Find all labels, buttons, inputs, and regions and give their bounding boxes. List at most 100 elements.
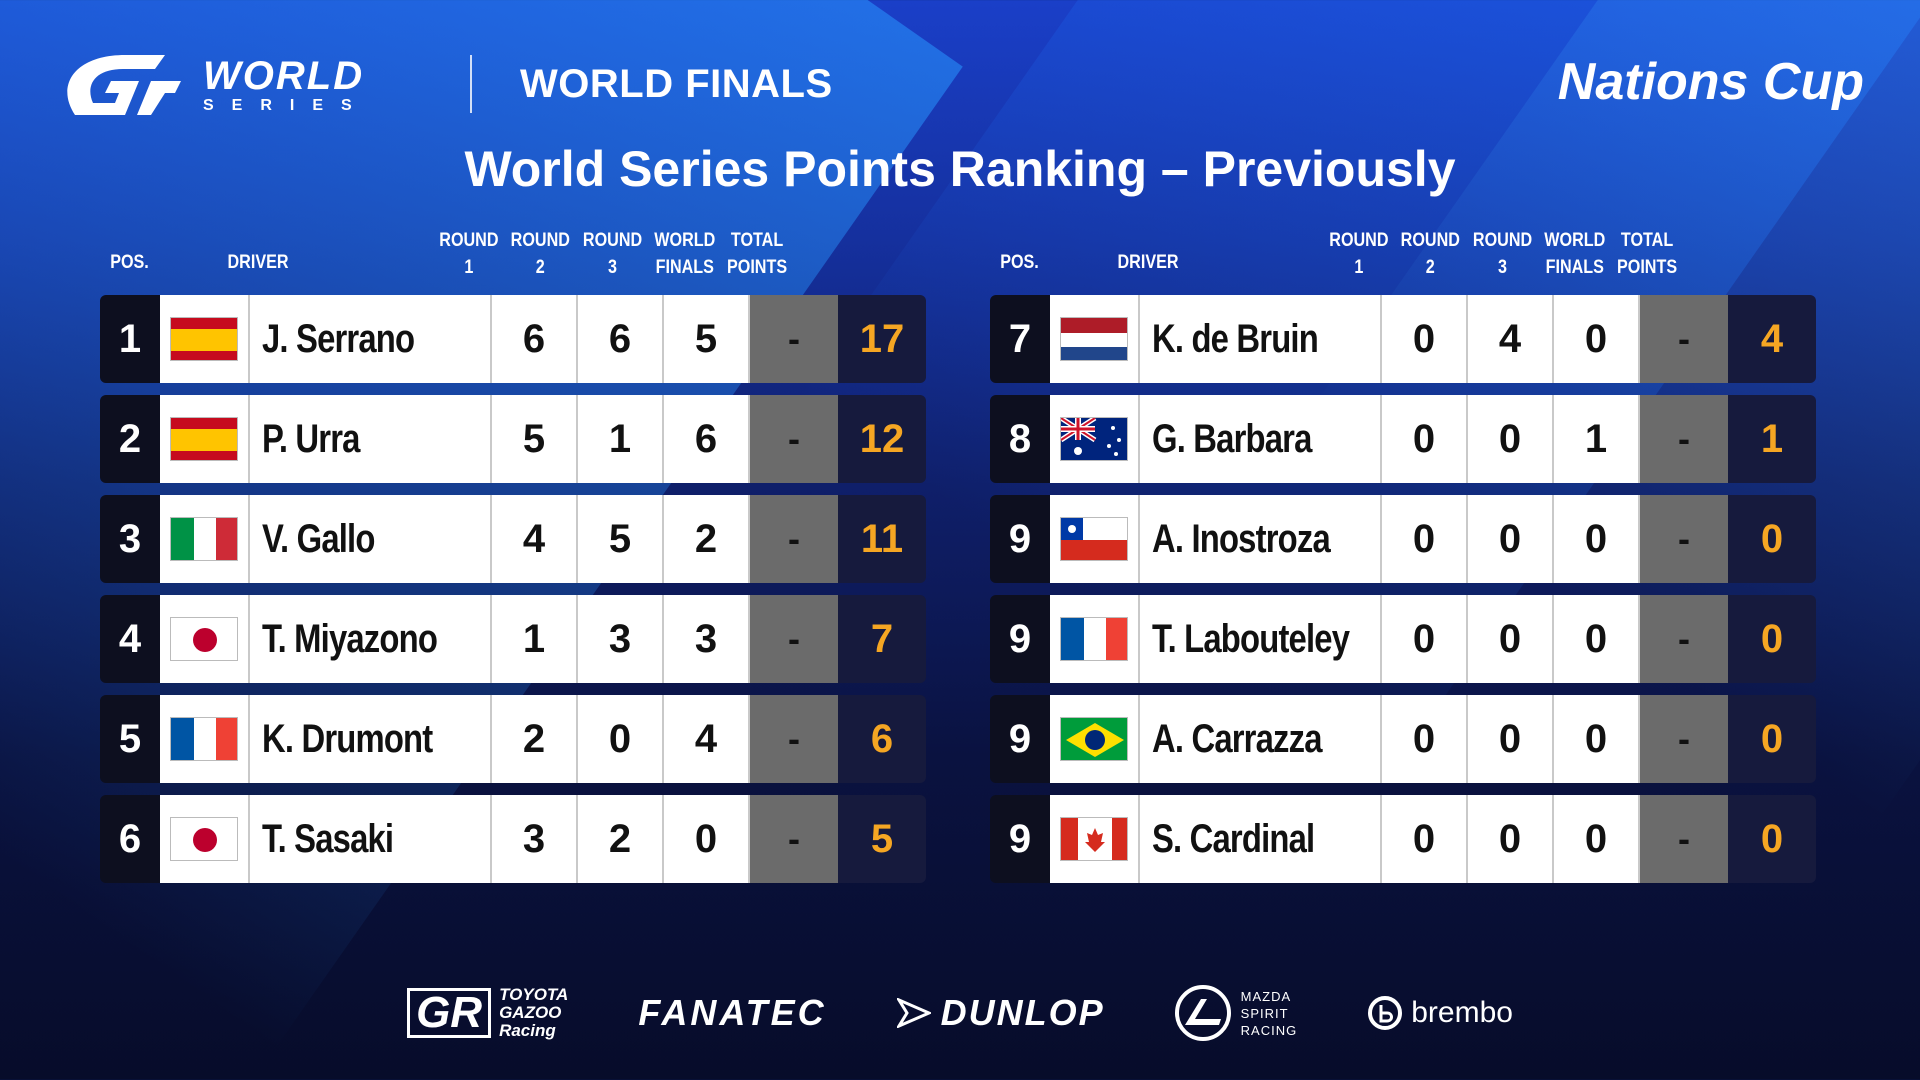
gt-world-series-logo: WORLD SERIES (55, 45, 370, 125)
header-driver: DRIVER (1117, 252, 1179, 273)
total-points: 12 (838, 395, 926, 483)
japan-flag-icon (170, 817, 238, 861)
round3-points: 0 (1554, 295, 1640, 383)
round1-points: 4 (492, 495, 578, 583)
driver-name: T. Labouteley (1152, 616, 1350, 661)
header-round3: ROUND 3 (1472, 230, 1533, 278)
driver-name: P. Urra (262, 416, 360, 461)
position-cell: 5 (100, 695, 160, 783)
world-finals-points: - (750, 395, 838, 483)
table-body: 1 J. Serrano 6 6 5-17 2 P. Urra 5 1 6-12 3 V. Gallo… (100, 295, 930, 883)
position-cell: 9 (990, 595, 1050, 683)
driver-name-cell: S. Cardinal (1140, 795, 1382, 883)
round1-points: 5 (492, 395, 578, 483)
standings-table-left: POS. DRIVER ROUND 1 ROUND 2 ROUND 3 WORLD FI… (100, 225, 930, 895)
round3-points: 0 (1554, 495, 1640, 583)
driver-name-cell: T. Miyazono (250, 595, 492, 683)
position-cell: 8 (990, 395, 1050, 483)
round3-points: 1 (1554, 395, 1640, 483)
table-row: 9 S. Cardinal 0 0 0-0 (990, 795, 1820, 883)
spain-flag-icon (170, 417, 238, 461)
sponsor-bar: GR TOYOTA GAZOO Racing FANATEC DUNLOP MA… (0, 985, 1920, 1041)
total-points: 0 (1728, 695, 1816, 783)
round2-points: 0 (578, 695, 664, 783)
flag-cell (160, 695, 250, 783)
total-points: 5 (838, 795, 926, 883)
position-cell: 9 (990, 795, 1050, 883)
australia-flag-icon (1060, 417, 1128, 461)
logo-world-text: WORLD (203, 54, 365, 98)
header-round3: ROUND 3 (582, 230, 643, 278)
driver-name: A. Inostroza (1152, 516, 1331, 561)
position-cell: 2 (100, 395, 160, 483)
position-cell: 3 (100, 495, 160, 583)
flag-cell (1050, 795, 1140, 883)
gr-mark: GR (407, 988, 492, 1038)
round1-points: 3 (492, 795, 578, 883)
round3-points: 6 (664, 395, 750, 483)
round2-points: 4 (1468, 295, 1554, 383)
fanatec-logo: FANATEC (638, 992, 827, 1033)
world-finals-points: - (750, 695, 838, 783)
table-row: 1 J. Serrano 6 6 5-17 (100, 295, 930, 383)
brembo-emblem-icon (1368, 996, 1403, 1030)
round2-points: 0 (1468, 695, 1554, 783)
driver-name-cell: P. Urra (250, 395, 492, 483)
world-finals-points: - (1640, 395, 1728, 483)
table-row: 5 K. Drumont 2 0 4-6 (100, 695, 930, 783)
italy-flag-icon (170, 517, 238, 561)
spain-flag-icon (170, 317, 238, 361)
round1-points: 2 (492, 695, 578, 783)
driver-name: S. Cardinal (1152, 816, 1315, 861)
world-finals-points: - (1640, 795, 1728, 883)
header-pos: POS. (1000, 252, 1039, 273)
flag-cell (1050, 395, 1140, 483)
event-title: WORLD FINALS (520, 62, 833, 106)
france-flag-icon (1060, 617, 1128, 661)
table-row: 6 T. Sasaki 3 2 0-5 (100, 795, 930, 883)
position-cell: 6 (100, 795, 160, 883)
racing-text: Racing (499, 1021, 556, 1040)
total-points: 7 (838, 595, 926, 683)
flag-cell (1050, 295, 1140, 383)
world-finals-points: - (750, 595, 838, 683)
table-header: POS. DRIVER ROUND 1 ROUND 2 ROUND 3 WORLD FI… (100, 225, 806, 295)
driver-name: V. Gallo (262, 516, 375, 561)
header-total-points: TOTAL POINTS (726, 230, 788, 278)
world-finals-points: - (1640, 595, 1728, 683)
flag-cell (160, 795, 250, 883)
driver-name: A. Carrazza (1152, 716, 1322, 761)
standings-table-right: POS. DRIVER ROUND 1 ROUND 2 ROUND 3 WORLD FI… (990, 225, 1820, 895)
racing-text: RACING (1240, 1022, 1298, 1038)
total-points: 0 (1728, 595, 1816, 683)
round1-points: 0 (1382, 395, 1468, 483)
driver-name-cell: J. Serrano (250, 295, 492, 383)
canada-flag-icon (1060, 817, 1128, 861)
round2-points: 0 (1468, 595, 1554, 683)
dunlop-text: DUNLOP (940, 992, 1105, 1033)
table-row: 8 G. Barbara 0 0 1-1 (990, 395, 1820, 483)
chile-flag-icon (1060, 517, 1128, 561)
mazda-spirit-racing-logo: MAZDA SPIRIT RACING (1174, 985, 1298, 1041)
flag-cell (1050, 695, 1140, 783)
round2-points: 1 (578, 395, 664, 483)
header-round2: ROUND 2 (1400, 230, 1460, 278)
flag-cell (1050, 495, 1140, 583)
header-round1: ROUND 1 (1329, 230, 1389, 278)
round1-points: 0 (1382, 295, 1468, 383)
dunlop-logo: DUNLOP (896, 992, 1105, 1034)
france-flag-icon (170, 717, 238, 761)
driver-name-cell: T. Sasaki (250, 795, 492, 883)
mazda-text: MAZDA (1240, 988, 1292, 1004)
total-points: 0 (1728, 495, 1816, 583)
gt-logo-icon (67, 55, 181, 115)
flag-cell (1050, 595, 1140, 683)
table-row: 9 T. Labouteley 0 0 0-0 (990, 595, 1820, 683)
header-world-finals: WORLD FINALS (1544, 230, 1606, 278)
table-row: 3 V. Gallo 4 5 2-11 (100, 495, 930, 583)
table-row: 9 A. Carrazza 0 0 0-0 (990, 695, 1820, 783)
total-points: 6 (838, 695, 926, 783)
flag-cell (160, 595, 250, 683)
total-points: 0 (1728, 795, 1816, 883)
cup-title: Nations Cup (1557, 53, 1864, 111)
